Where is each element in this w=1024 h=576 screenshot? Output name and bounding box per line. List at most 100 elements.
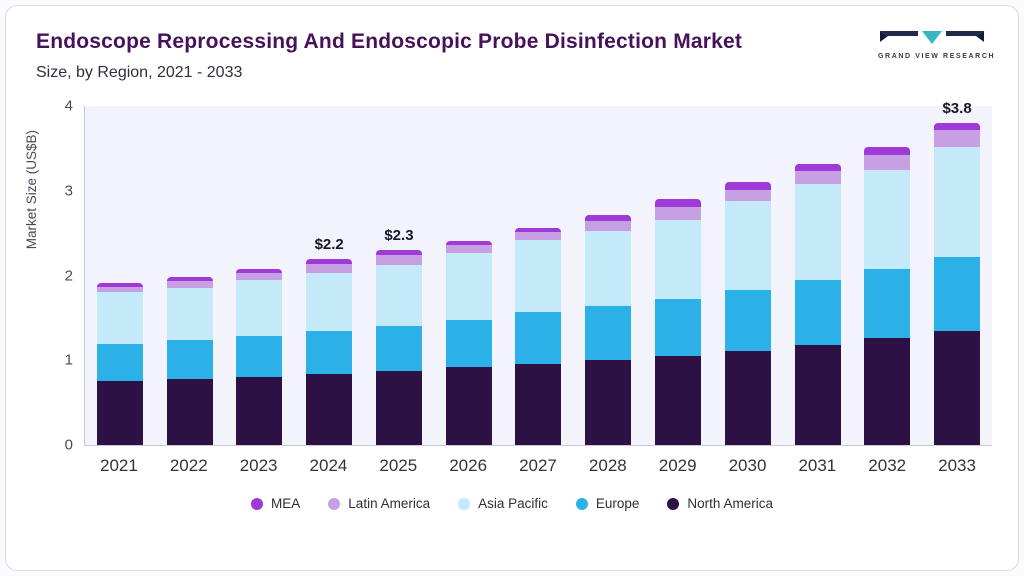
bar-segment-europe — [585, 306, 632, 361]
bar-segment-asia-pacific — [655, 219, 701, 300]
bar-segment-europe — [375, 326, 422, 372]
bar-segment-north-america — [166, 378, 213, 445]
legend-dot-asia-pacific — [458, 497, 471, 510]
stacked-bar-2030 — [724, 106, 771, 445]
chart-card: Endoscope Reprocessing And Endoscopic Pr… — [5, 5, 1019, 571]
brand-logo: GRAND VIEW RESEARCH — [878, 28, 996, 60]
legend-dot-europe — [575, 497, 588, 510]
bar-segment-asia-pacific — [375, 265, 422, 327]
y-tick-2: 2 — [64, 267, 73, 284]
x-label-2022: 2022 — [169, 456, 208, 475]
bar-segment-asia-pacific — [306, 272, 353, 331]
x-label-2032: 2032 — [868, 456, 907, 475]
bar-segment-asia-pacific — [166, 288, 213, 340]
bar-segment-latin-america — [306, 263, 353, 273]
bar-segment-asia-pacific — [794, 183, 841, 280]
bar-segment-mea — [236, 268, 283, 273]
bar-segment-north-america — [375, 371, 422, 445]
bar-segment-mea — [934, 123, 981, 130]
bar-segment-mea — [445, 240, 492, 245]
bar-segment-europe — [445, 320, 492, 368]
bar-segment-europe — [96, 344, 143, 382]
bar-segment-europe — [724, 289, 771, 351]
legend-item-latin-america: Latin America — [328, 496, 430, 511]
stacked-bar-2025 — [375, 106, 422, 445]
legend-item-europe: Europe — [575, 496, 639, 511]
bar-segment-asia-pacific — [934, 146, 981, 257]
bar-segment-latin-america — [445, 245, 492, 253]
chart: Market Size (US$B) $2.2 $2.3 $3.8 0 1 2 3 4 20… — [24, 98, 992, 476]
bar-segment-mea — [655, 199, 701, 207]
bar-2023 — [225, 106, 295, 445]
bar-segment-mea — [96, 283, 143, 287]
x-label-2026: 2026 — [449, 456, 488, 475]
legend-dot-north-america — [667, 497, 680, 510]
x-label-2031: 2031 — [798, 456, 837, 475]
x-axis-labels: 2021 2022 2023 2024 2025 2026 2027 2028 2029 2030… — [84, 456, 992, 476]
legend-item-asia-pacific: Asia Pacific — [458, 496, 548, 511]
bar-segment-latin-america — [794, 171, 841, 184]
bar-2025: $2.3 — [364, 106, 434, 445]
bar-segment-europe — [306, 330, 353, 374]
x-label-2033: 2033 — [938, 456, 976, 475]
x-label-2029: 2029 — [658, 456, 697, 475]
legend-label: MEA — [271, 496, 301, 511]
bar-value-label-2025: $2.3 — [384, 227, 414, 245]
stacked-bar-2032 — [864, 106, 911, 445]
bar-segment-mea — [864, 146, 911, 156]
bar-segment-mea — [166, 277, 213, 282]
stacked-bar-2021 — [96, 106, 143, 445]
bar-2032 — [852, 106, 922, 445]
legend-label: North America — [687, 496, 773, 511]
bar-segment-latin-america — [96, 286, 143, 293]
bar-2027 — [504, 106, 574, 445]
bar-segment-north-america — [515, 363, 562, 445]
bar-segment-asia-pacific — [864, 169, 911, 269]
bar-2029 — [643, 106, 713, 445]
x-label-2030: 2030 — [728, 456, 767, 475]
brand-logo-icon — [880, 31, 984, 44]
bar-segment-europe — [166, 339, 213, 379]
bar-value-label-2024: $2.2 — [314, 235, 344, 253]
bar-segment-north-america — [794, 345, 841, 445]
bar-2030 — [713, 106, 783, 445]
x-label-2024: 2024 — [309, 456, 348, 475]
bar-2028 — [573, 106, 643, 445]
stacked-bar-2023 — [236, 106, 283, 445]
bar-segment-asia-pacific — [96, 292, 143, 345]
bar-segment-mea — [515, 228, 562, 233]
bar-segment-asia-pacific — [236, 279, 283, 336]
stacked-bar-2026 — [445, 106, 492, 445]
x-label-2028: 2028 — [588, 456, 627, 475]
bar-segment-europe — [515, 311, 562, 364]
x-label-2021: 2021 — [100, 456, 138, 475]
page-subtitle: Size, by Region, 2021 - 2033 — [36, 64, 243, 81]
bar-segment-north-america — [864, 338, 911, 445]
legend-dot-latin-america — [328, 497, 341, 510]
bar-value-label-2033: $3.8 — [942, 99, 972, 117]
bar-segment-latin-america — [166, 281, 213, 289]
header: Endoscope Reprocessing And Endoscopic Pr… — [6, 6, 1018, 82]
y-axis-title: Market Size (US$B) — [24, 129, 39, 250]
bar-segment-mea — [794, 163, 841, 172]
bar-segment-north-america — [585, 360, 632, 445]
stacked-bar-2033 — [934, 106, 981, 445]
bar-segment-north-america — [236, 377, 283, 445]
bar-segment-latin-america — [934, 129, 981, 147]
brand-logo-text: GRAND VIEW RESEARCH — [878, 53, 996, 60]
bar-segment-north-america — [96, 381, 143, 445]
y-tick-3: 3 — [64, 182, 73, 200]
stacked-bar-2022 — [166, 106, 213, 445]
bar-segment-latin-america — [236, 273, 283, 280]
bar-segment-asia-pacific — [445, 252, 492, 321]
page-title: Endoscope Reprocessing And Endoscopic Pr… — [36, 30, 743, 53]
bar-segment-north-america — [306, 373, 353, 445]
y-tick-1: 1 — [64, 351, 73, 369]
bar-segment-asia-pacific — [585, 231, 632, 307]
bar-segment-latin-america — [375, 255, 422, 266]
bar-segment-north-america — [655, 356, 701, 445]
bar-2024: $2.2 — [294, 106, 364, 445]
stacked-bar-2028 — [585, 106, 632, 445]
bar-segment-europe — [934, 256, 981, 331]
